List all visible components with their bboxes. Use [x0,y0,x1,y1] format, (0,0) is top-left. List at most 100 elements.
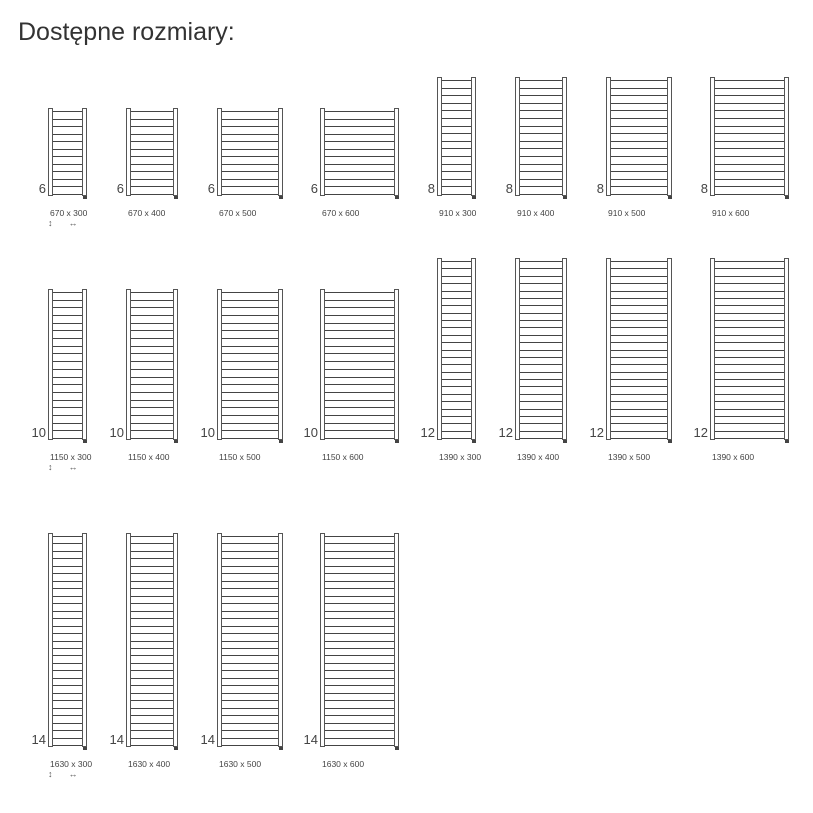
rung [53,633,82,635]
height-arrow-icon: ↕ [48,218,53,228]
rung [131,543,173,545]
size-label: 910 x 600 [712,208,750,218]
rung [715,148,784,150]
rung [611,356,667,358]
rung [131,647,173,649]
rung [715,342,784,344]
size-label: 1630 x 600 [322,759,365,769]
rung [520,275,562,277]
rung [53,692,82,694]
rung [53,126,82,128]
rung [53,618,82,620]
rung [442,379,471,380]
rung [442,327,471,329]
rung [53,438,82,439]
rung [325,543,394,545]
rung [520,102,562,104]
rung [520,140,562,142]
foot [174,747,178,750]
rung [53,148,82,150]
rung [53,315,82,317]
size-label: 670 x 600 [322,208,360,218]
rung [131,148,173,150]
rung [53,745,82,746]
right-rail [394,108,399,196]
rung [611,261,667,262]
rung [520,320,562,321]
rung [222,361,278,363]
rung [520,80,562,81]
rung [53,361,82,363]
rung [520,194,562,195]
rung [53,662,82,664]
rung [611,163,667,165]
rung [131,307,173,309]
towel-radiator-drawing [710,258,789,443]
rung [325,715,394,717]
rung [715,349,784,351]
rung [222,163,278,165]
rung [53,670,82,672]
rung [222,647,278,649]
rung [520,95,562,97]
left-rail [320,108,325,196]
rung [131,700,173,702]
rung [53,700,82,702]
right-rail [394,533,399,747]
rung [325,345,394,347]
rung [131,737,173,739]
rung [53,330,82,332]
rung [520,349,562,351]
right-rail [173,289,178,440]
rung [611,393,667,395]
rung [715,430,784,432]
rung [222,141,278,143]
rung [520,163,562,165]
foot [395,747,399,750]
rung [442,95,471,97]
rung [131,438,173,439]
size-label: 1630 x 400 [128,759,171,769]
rung [222,685,278,687]
rung [131,573,173,575]
rung [53,407,82,409]
foot [563,440,567,443]
rung [222,580,278,582]
rung [222,715,278,717]
rung [325,438,394,439]
rung [442,133,471,135]
rung [715,87,784,89]
height-arrow-icon: ↕ [48,462,53,472]
left-rail [515,77,520,196]
left-rail [48,108,53,196]
rung [520,171,562,173]
towel-radiator-drawing [320,108,399,199]
rung [325,685,394,687]
rung [53,558,82,560]
rung [442,393,471,395]
left-rail [48,289,53,440]
rung [222,322,278,324]
size-label: 1390 x 600 [712,452,755,462]
right-rail [667,258,672,440]
rung [53,178,82,180]
rung [715,268,784,270]
element-count: 6 [38,181,46,196]
size-label: 670 x 500 [219,208,257,218]
rung [520,297,562,299]
rung [611,320,667,321]
towel-radiator-drawing [320,289,399,443]
rung [442,171,471,173]
rung [325,322,394,324]
rung [131,662,173,664]
rung [131,171,173,173]
element-count: 12 [498,425,513,440]
rung [131,178,173,180]
rung [442,178,471,180]
rung [442,283,471,285]
rung [715,186,784,188]
foot [668,440,672,443]
rung [611,110,667,112]
rung [715,110,784,112]
rung [222,315,278,317]
